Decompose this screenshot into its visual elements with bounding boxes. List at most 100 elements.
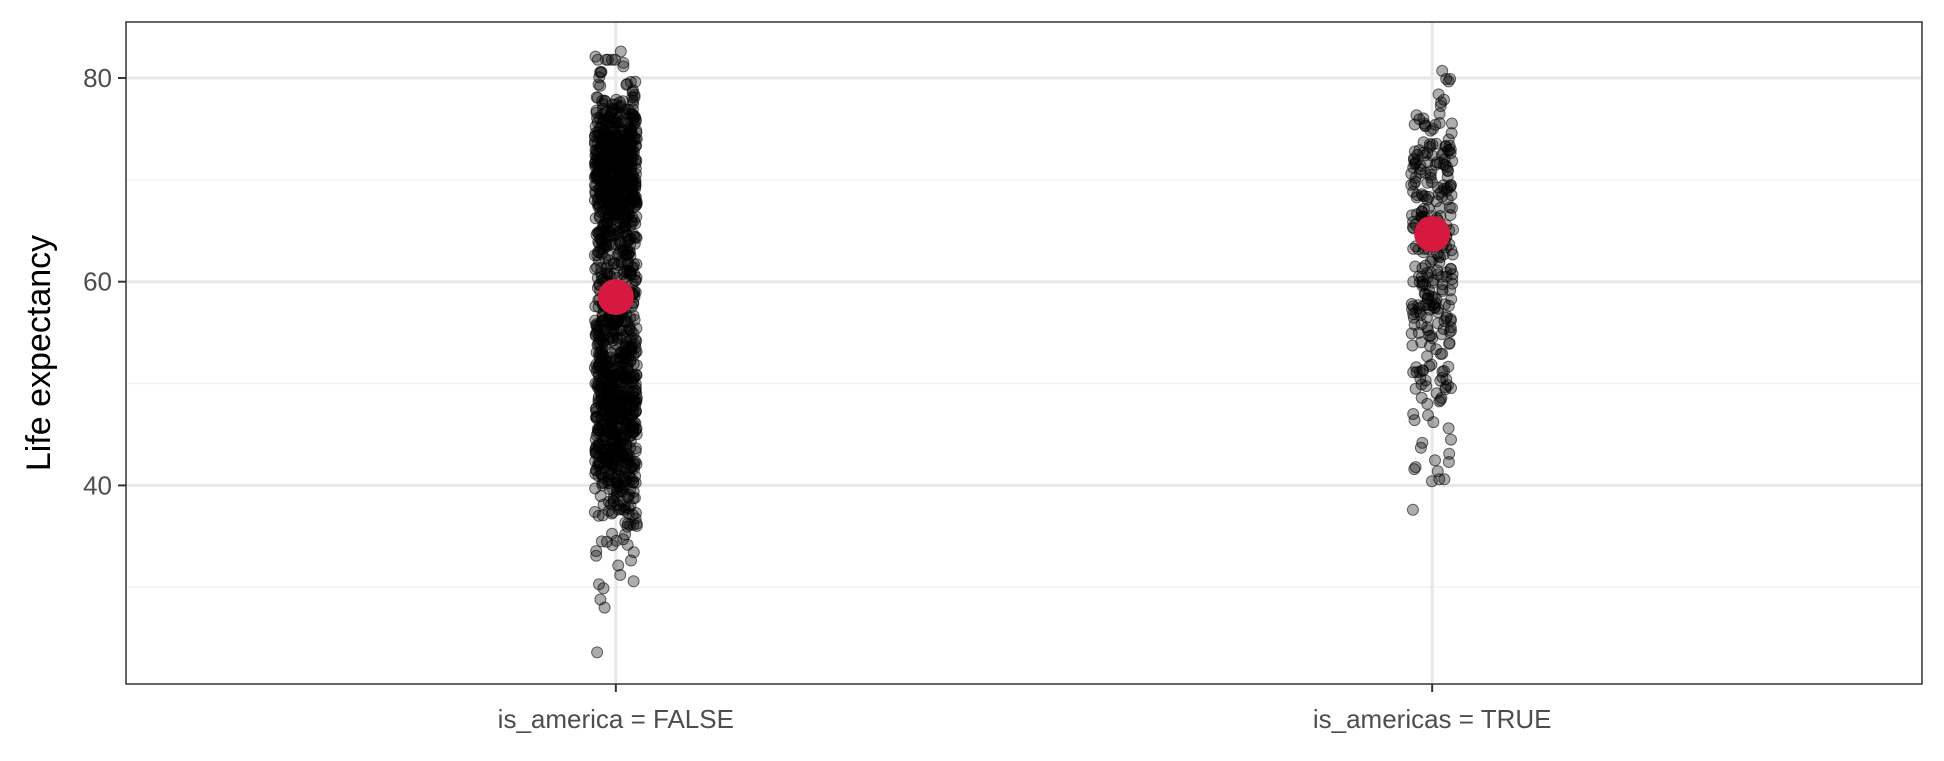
data-point	[608, 430, 621, 443]
data-point	[1409, 461, 1422, 474]
data-point	[603, 378, 616, 391]
data-point	[597, 446, 609, 459]
data-point	[1415, 336, 1428, 349]
data-point	[1438, 315, 1451, 328]
data-point	[617, 449, 630, 462]
data-point	[589, 50, 602, 63]
data-point	[597, 232, 610, 245]
data-point	[619, 504, 631, 517]
data-point	[606, 415, 619, 428]
data-point	[1418, 117, 1431, 130]
data-point	[591, 646, 604, 659]
data-point	[1445, 433, 1457, 446]
data-point	[1433, 107, 1446, 120]
data-point	[605, 182, 618, 195]
data-point	[616, 244, 629, 257]
y-tick-label: 40	[83, 470, 112, 500]
data-point	[589, 130, 601, 143]
data-point	[630, 405, 642, 418]
data-point	[1415, 188, 1428, 201]
mean-point	[597, 278, 634, 315]
panel-border	[125, 21, 1923, 685]
data-point	[591, 381, 604, 394]
axes: 40 60 80 is_america = FALSE is_americas = TR…	[83, 63, 1551, 734]
data-point	[1444, 262, 1457, 275]
data-point	[1432, 88, 1445, 101]
data-point	[627, 109, 640, 122]
jitter-points	[588, 45, 1459, 659]
data-point	[617, 533, 630, 546]
data-point	[626, 94, 639, 107]
data-point	[1424, 266, 1437, 279]
data-point	[1430, 137, 1443, 150]
data-point	[1421, 146, 1434, 159]
data-point	[594, 593, 607, 606]
data-point	[589, 314, 602, 327]
data-point	[1433, 117, 1446, 129]
data-point	[623, 265, 636, 278]
data-point	[595, 387, 607, 399]
data-point	[1444, 209, 1457, 221]
data-point	[1429, 297, 1442, 310]
data-point	[1421, 397, 1434, 410]
data-point	[613, 175, 625, 188]
data-point	[1425, 475, 1438, 488]
x-tick-label: is_americas = TRUE	[1313, 704, 1552, 734]
data-point	[592, 154, 605, 167]
data-point	[597, 582, 610, 595]
data-point	[1442, 456, 1455, 468]
data-point	[1430, 343, 1443, 356]
data-point	[597, 205, 610, 218]
data-point	[592, 509, 605, 522]
data-point	[1421, 176, 1434, 189]
data-point	[1438, 182, 1451, 195]
data-point	[1446, 202, 1458, 214]
data-point	[1416, 436, 1429, 449]
data-point	[605, 369, 618, 382]
data-point	[628, 200, 641, 213]
data-point	[623, 355, 636, 368]
data-point	[622, 170, 635, 182]
data-point	[607, 460, 620, 473]
data-point	[621, 139, 634, 152]
data-point	[593, 335, 606, 348]
data-point	[1423, 360, 1436, 373]
data-point	[596, 162, 608, 175]
data-point	[614, 569, 627, 581]
data-point	[1406, 503, 1419, 516]
data-point	[1422, 202, 1435, 215]
data-point	[592, 329, 605, 342]
data-point	[620, 78, 633, 91]
data-point	[1408, 414, 1421, 427]
data-point	[606, 539, 619, 552]
data-point	[1412, 299, 1425, 312]
data-point	[611, 331, 624, 344]
data-point	[621, 372, 634, 385]
data-point	[592, 78, 605, 91]
mean-markers	[597, 215, 1451, 315]
data-point	[591, 112, 604, 125]
data-point	[1410, 109, 1423, 122]
data-point	[620, 438, 633, 451]
data-point	[627, 575, 640, 588]
data-point	[610, 439, 623, 452]
data-point	[590, 228, 603, 241]
data-point	[607, 483, 620, 496]
data-point	[1443, 337, 1456, 350]
data-point	[1445, 244, 1458, 257]
data-point	[614, 449, 627, 462]
data-point	[592, 254, 605, 267]
data-point	[1417, 278, 1429, 291]
data-point	[1445, 127, 1458, 140]
data-point	[615, 114, 628, 127]
data-point	[589, 482, 602, 495]
data-point	[1445, 117, 1458, 130]
data-point	[1414, 163, 1427, 176]
panel-background	[126, 22, 1922, 684]
data-point	[1421, 321, 1434, 334]
data-point	[617, 60, 630, 73]
data-point	[1434, 394, 1447, 407]
y-tick-label: 80	[83, 63, 112, 93]
data-point	[609, 53, 622, 66]
